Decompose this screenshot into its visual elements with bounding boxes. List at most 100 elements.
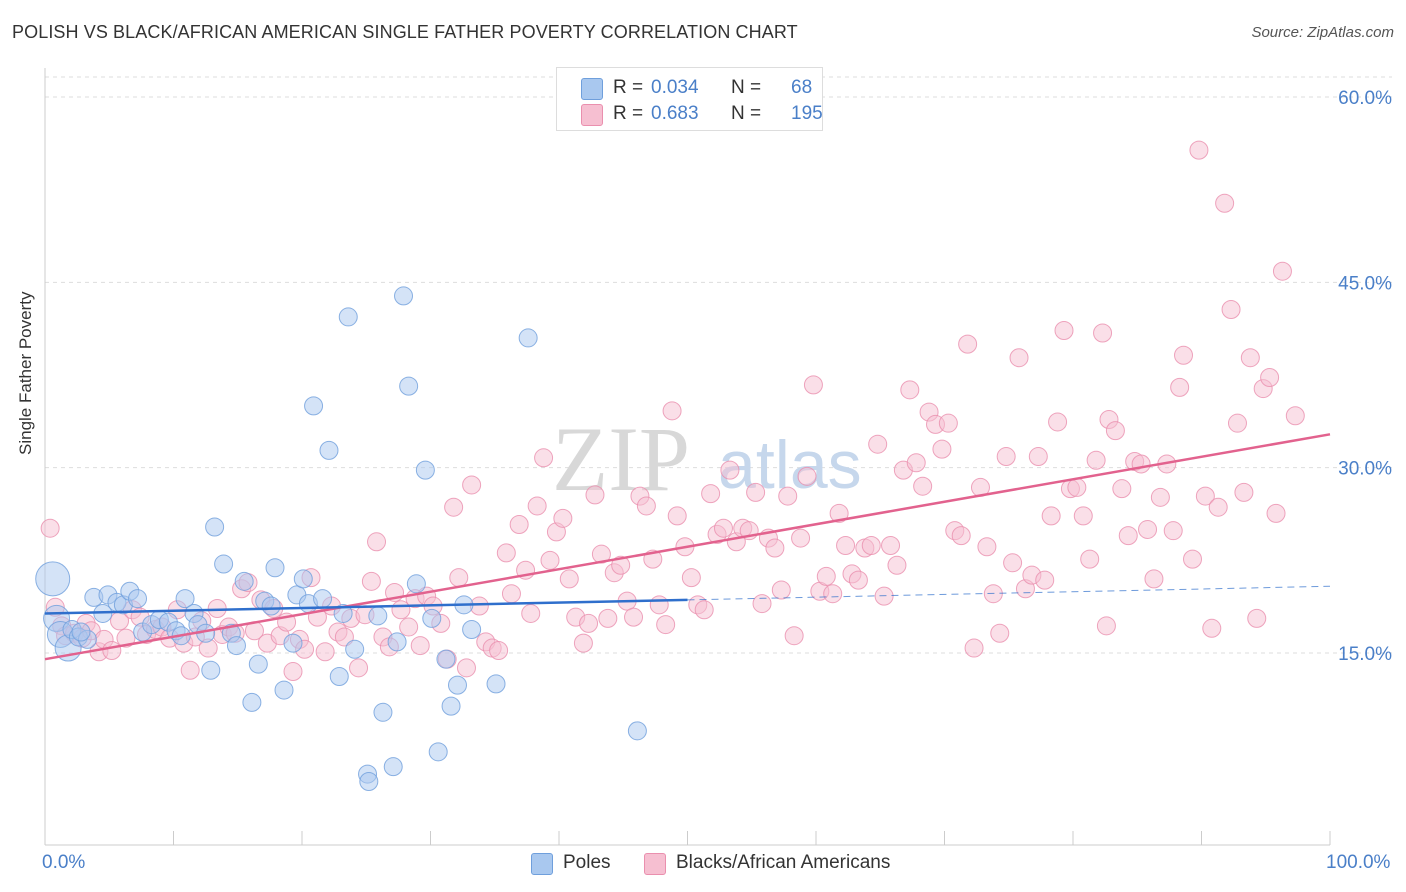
data-point-blacks: [1163, 521, 1183, 541]
data-point-blacks: [836, 536, 856, 556]
data-point-poles: [128, 589, 148, 609]
data-point-blacks: [462, 475, 482, 495]
data-point-blacks: [996, 447, 1016, 467]
data-point-poles: [627, 721, 647, 741]
data-point-blacks: [399, 617, 419, 637]
data-point-blacks: [951, 526, 971, 546]
data-point-blacks: [1208, 497, 1228, 517]
series-poles: [35, 286, 647, 791]
data-point-poles: [383, 757, 403, 777]
data-point-blacks: [746, 482, 766, 502]
data-point-blacks: [1183, 549, 1203, 569]
data-point-blacks: [361, 571, 381, 591]
data-point-blacks: [1247, 608, 1267, 628]
data-point-blacks: [496, 543, 516, 563]
data-point-blacks: [283, 662, 303, 682]
data-point-blacks: [1041, 506, 1061, 526]
data-point-blacks: [990, 623, 1010, 643]
data-point-blacks: [906, 453, 926, 473]
data-point-blacks: [887, 555, 907, 575]
y-tick-label: 30.0%: [1338, 459, 1392, 480]
data-point-blacks: [1215, 193, 1235, 213]
data-point-blacks: [1240, 348, 1260, 368]
data-point-poles: [415, 460, 435, 480]
data-point-poles: [399, 376, 419, 396]
data-point-blacks: [771, 580, 791, 600]
data-point-blacks: [636, 496, 656, 516]
axes: [44, 68, 1331, 846]
source-credit: Source: ZipAtlas.com: [1251, 24, 1394, 41]
data-point-blacks: [861, 536, 881, 556]
data-point-blacks: [585, 485, 605, 505]
data-point-blacks: [713, 518, 733, 538]
data-point-blacks: [579, 613, 599, 633]
data-point-blacks: [116, 628, 136, 648]
data-point-blacks: [1009, 348, 1029, 368]
legend-label-blacks: Blacks/African Americans: [676, 852, 891, 873]
data-point-blacks: [1073, 506, 1093, 526]
data-point-blacks: [784, 626, 804, 646]
data-point-blacks: [765, 538, 785, 558]
data-point-poles: [265, 558, 285, 578]
x-tick-label-min: 0.0%: [42, 852, 86, 873]
data-point-blacks: [1189, 140, 1209, 160]
data-point-blacks: [334, 627, 354, 647]
y-tick-label: 15.0%: [1338, 644, 1392, 665]
y-tick-labels: 15.0% 30.0% 45.0% 60.0%: [1338, 88, 1392, 665]
data-point-blacks: [1118, 526, 1138, 546]
trendlines: [44, 433, 1331, 661]
legend-label-poles: Poles: [563, 852, 611, 873]
data-point-blacks: [1138, 519, 1158, 539]
legend-swatch-poles: [581, 78, 603, 100]
data-point-blacks: [509, 515, 529, 535]
data-point-blacks: [932, 439, 952, 459]
legend-r-value: 0.034: [651, 77, 699, 98]
data-point-blacks: [1131, 454, 1151, 474]
data-point-poles: [462, 620, 482, 640]
data-point-poles: [35, 561, 71, 597]
data-point-blacks: [553, 508, 573, 528]
data-point-poles: [394, 286, 414, 306]
data-point-blacks: [1035, 570, 1055, 590]
data-point-poles: [373, 702, 393, 722]
data-point-blacks: [444, 497, 464, 517]
data-point-blacks: [681, 568, 701, 588]
data-point-poles: [345, 639, 365, 659]
data-point-blacks: [938, 413, 958, 433]
data-point-blacks: [1150, 487, 1170, 507]
data-point-blacks: [40, 518, 60, 538]
trendline-poles: [44, 598, 688, 615]
data-point-poles: [248, 654, 268, 674]
data-point-blacks: [456, 658, 476, 678]
data-point-blacks: [1221, 300, 1241, 320]
data-point-blacks: [1048, 412, 1068, 432]
data-point-poles: [486, 674, 506, 694]
data-point-blacks: [540, 550, 560, 570]
data-point-blacks: [1285, 406, 1305, 426]
data-point-poles: [71, 622, 91, 642]
data-point-blacks: [1272, 261, 1292, 281]
data-point-poles: [436, 649, 456, 669]
data-point-blacks: [1054, 321, 1074, 341]
legend-r-label: R =: [613, 103, 644, 124]
data-point-blacks: [489, 641, 509, 661]
data-point-poles: [274, 680, 294, 700]
data-point-blacks: [649, 595, 669, 615]
data-point-poles: [261, 596, 281, 616]
correlation-legend: R = 0.034 N = 68 R = 0.683 N = 195: [556, 67, 823, 131]
data-point-blacks: [449, 568, 469, 588]
data-point-poles: [406, 574, 426, 594]
data-point-poles: [338, 307, 358, 327]
x-tick-label-max: 100.0%: [1326, 852, 1391, 873]
data-point-blacks: [534, 448, 554, 468]
data-point-blacks: [1266, 503, 1286, 523]
data-point-poles: [422, 608, 442, 628]
data-point-blacks: [315, 642, 335, 662]
data-point-blacks: [1086, 450, 1106, 470]
data-point-blacks: [1028, 447, 1048, 467]
data-point-blacks: [527, 496, 547, 516]
legend-r-label: R =: [613, 77, 644, 98]
data-point-blacks: [900, 380, 920, 400]
data-point-blacks: [1202, 618, 1222, 638]
legend-n-value: 195: [791, 103, 823, 124]
